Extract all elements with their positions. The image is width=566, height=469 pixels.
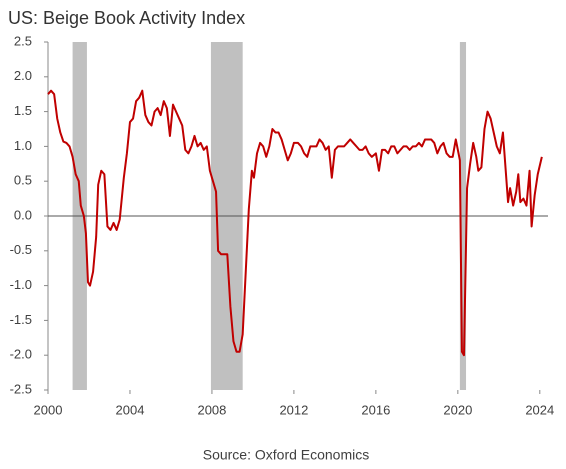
y-tick-label: -2.5 xyxy=(10,381,32,396)
y-tick-label: 2.5 xyxy=(14,33,32,48)
y-tick-label: -1.0 xyxy=(10,277,32,292)
y-tick-label: -1.5 xyxy=(10,312,32,327)
series-line xyxy=(47,89,543,357)
x-tick-label: 2024 xyxy=(525,402,554,417)
x-tick-label: 2000 xyxy=(34,402,63,417)
y-tick-label: -0.5 xyxy=(10,242,32,257)
y-tick-label: 0.5 xyxy=(14,173,32,188)
x-tick-label: 2020 xyxy=(443,402,472,417)
y-tick-label: 1.0 xyxy=(14,138,32,153)
y-tick-label: -2.0 xyxy=(10,347,32,362)
x-tick-label: 2016 xyxy=(361,402,390,417)
chart-title: US: Beige Book Activity Index xyxy=(8,8,245,28)
y-tick-label: 2.0 xyxy=(14,68,32,83)
y-tick-label: 0.0 xyxy=(14,207,32,222)
x-tick-label: 2004 xyxy=(116,402,145,417)
y-tick-label: 1.5 xyxy=(14,103,32,118)
x-tick-label: 2012 xyxy=(279,402,308,417)
x-tick-label: 2008 xyxy=(197,402,226,417)
source: Source: Oxford Economics xyxy=(203,447,370,463)
